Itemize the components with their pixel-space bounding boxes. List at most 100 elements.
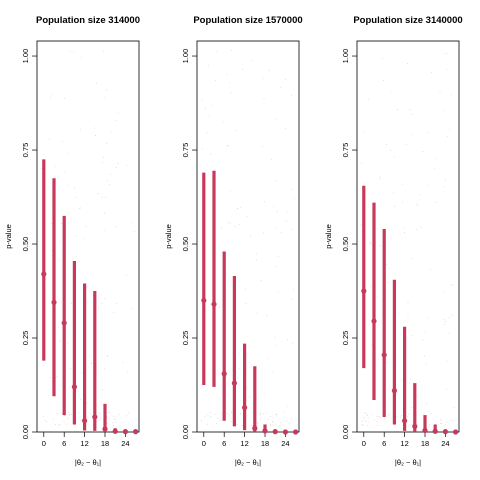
noise-point — [420, 226, 422, 228]
noise-point — [210, 412, 212, 414]
noise-point — [293, 198, 295, 200]
noise-point — [250, 235, 252, 237]
noise-point — [242, 425, 244, 426]
noise-point — [446, 360, 448, 362]
noise-point — [411, 113, 413, 115]
x-tick-label: 6 — [222, 439, 226, 448]
noise-point — [112, 425, 114, 426]
noise-point — [368, 243, 370, 245]
noise-point — [48, 138, 50, 140]
noise-point — [209, 115, 211, 117]
noise-point — [422, 151, 424, 153]
noise-point — [89, 355, 91, 356]
noise-point — [273, 205, 275, 207]
noise-point — [410, 378, 411, 380]
noise-point — [117, 112, 119, 114]
x-tick-label: 0 — [362, 439, 366, 448]
noise-point — [430, 413, 432, 414]
noise-point — [448, 332, 450, 334]
noise-point — [367, 415, 368, 417]
noise-point — [58, 425, 59, 426]
noise-point — [246, 216, 248, 217]
noise-point — [250, 60, 252, 62]
median-point — [381, 352, 387, 358]
y-axis-label: p-value — [164, 224, 173, 249]
x-tick-label: 12 — [240, 439, 248, 448]
x-tick-label: 18 — [261, 439, 269, 448]
noise-point — [398, 313, 399, 314]
noise-point — [363, 417, 364, 419]
noise-point — [245, 288, 246, 290]
noise-point — [431, 72, 432, 73]
noise-point — [268, 418, 269, 420]
noise-point — [236, 424, 238, 425]
noise-point — [446, 421, 448, 423]
noise-point — [228, 82, 230, 84]
noise-point — [394, 156, 395, 158]
y-tick-label: 0.50 — [21, 237, 30, 252]
median-point — [211, 301, 217, 307]
noise-point — [52, 94, 53, 96]
median-point — [293, 429, 299, 435]
noise-point — [216, 51, 218, 52]
noise-point — [377, 425, 378, 426]
noise-point — [445, 321, 446, 322]
y-tick-label: 0.25 — [181, 331, 190, 346]
noise-point — [444, 52, 446, 54]
noise-point — [132, 425, 134, 426]
noise-point — [380, 417, 381, 419]
noise-point — [394, 205, 396, 207]
noise-point — [259, 418, 261, 420]
noise-point — [96, 82, 97, 84]
noise-point — [219, 307, 221, 309]
x-axis-label: |θ₂ − θ₁| — [235, 458, 261, 467]
noise-point — [207, 414, 209, 416]
noise-point — [201, 99, 203, 100]
noise-point — [216, 423, 218, 425]
median-point — [453, 429, 459, 435]
noise-point — [411, 407, 413, 408]
noise-point — [429, 425, 431, 427]
noise-point — [408, 413, 410, 415]
noise-point — [69, 368, 71, 369]
noise-point — [266, 314, 268, 316]
noise-point — [404, 227, 406, 228]
noise-point — [290, 189, 292, 190]
noise-point — [104, 212, 105, 214]
median-point — [133, 429, 139, 435]
noise-point — [67, 414, 69, 415]
x-tick-label: 24 — [121, 439, 129, 448]
noise-point — [205, 108, 207, 110]
noise-point — [406, 144, 407, 145]
noise-point — [448, 317, 450, 318]
noise-point — [275, 345, 277, 346]
noise-point — [363, 131, 364, 133]
noise-point — [368, 417, 370, 419]
noise-point — [61, 223, 62, 225]
noise-point — [237, 208, 238, 210]
noise-point — [79, 129, 81, 131]
noise-point — [268, 357, 270, 359]
noise-point — [79, 420, 81, 422]
noise-point — [386, 362, 388, 363]
noise-point — [69, 414, 71, 416]
noise-point — [202, 148, 204, 150]
noise-point — [439, 91, 441, 92]
noise-point — [256, 312, 258, 314]
noise-point — [109, 184, 111, 186]
noise-point — [222, 121, 224, 123]
noise-point — [425, 363, 427, 365]
noise-point — [103, 50, 105, 52]
noise-point — [80, 207, 81, 209]
noise-point — [277, 255, 279, 257]
noise-point — [103, 229, 105, 231]
noise-point — [116, 226, 117, 228]
noise-point — [115, 119, 116, 121]
noise-point — [104, 298, 106, 300]
noise-point — [201, 420, 202, 422]
noise-point — [207, 423, 209, 425]
median-point — [61, 320, 67, 326]
noise-point — [284, 411, 286, 413]
noise-point — [113, 312, 114, 313]
noise-point — [100, 418, 101, 419]
